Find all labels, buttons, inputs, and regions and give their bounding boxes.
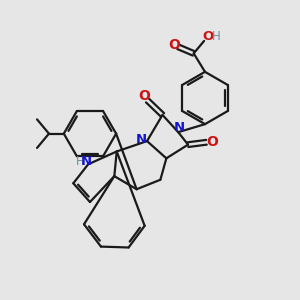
- Text: N: N: [136, 133, 147, 146]
- Text: O: O: [139, 89, 151, 103]
- Text: H: H: [76, 155, 84, 168]
- Text: N: N: [174, 121, 185, 134]
- Text: O: O: [168, 38, 180, 52]
- Text: O: O: [206, 135, 218, 149]
- Text: N: N: [81, 155, 92, 168]
- Text: O: O: [202, 30, 214, 43]
- Text: H: H: [212, 30, 221, 43]
